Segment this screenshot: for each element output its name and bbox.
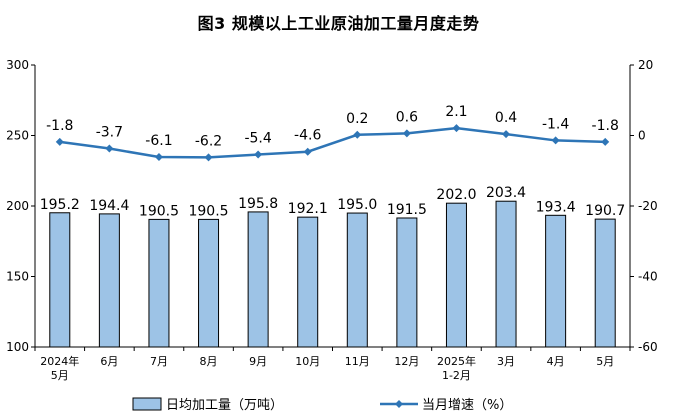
x-category-label: 6月 bbox=[100, 355, 118, 368]
bar bbox=[98, 213, 120, 348]
right-tick-label: -60 bbox=[638, 340, 658, 354]
bar-value-label: 192.1 bbox=[288, 201, 328, 217]
left-tick-label: 100 bbox=[6, 340, 29, 354]
bar bbox=[198, 218, 220, 348]
bar bbox=[396, 217, 418, 348]
bar-value-label: 203.4 bbox=[486, 185, 526, 201]
growth-point bbox=[353, 130, 362, 139]
bar bbox=[445, 202, 467, 348]
growth-point bbox=[402, 129, 411, 138]
bar-value-label: 202.0 bbox=[436, 187, 476, 203]
x-category-label: 5月 bbox=[596, 355, 614, 368]
growth-value-label: -6.2 bbox=[195, 133, 222, 149]
bar-value-label: 193.4 bbox=[536, 199, 576, 215]
growth-point bbox=[55, 137, 64, 146]
growth-point bbox=[303, 147, 312, 156]
bar bbox=[297, 216, 319, 348]
growth-value-label: -4.6 bbox=[294, 128, 321, 144]
right-tick-label: -20 bbox=[638, 199, 658, 213]
growth-value-label: 2.1 bbox=[445, 104, 467, 120]
growth-point bbox=[502, 130, 511, 139]
x-category-label: 2024年 bbox=[40, 354, 79, 368]
chart-title: 图3 规模以上工业原油加工量月度走势 bbox=[197, 14, 480, 33]
bar-value-label: 190.5 bbox=[139, 203, 179, 219]
x-category-label: 1-2月 bbox=[442, 369, 471, 382]
bar bbox=[545, 214, 567, 348]
left-tick-label: 250 bbox=[6, 129, 29, 143]
left-tick-label: 150 bbox=[6, 270, 29, 284]
bar-value-label: 195.8 bbox=[238, 196, 278, 212]
growth-value-label: -3.7 bbox=[96, 125, 123, 141]
growth-point bbox=[551, 136, 560, 145]
growth-value-label: 0.6 bbox=[396, 109, 418, 125]
legend-line-marker bbox=[395, 400, 403, 408]
x-category-label: 5月 bbox=[51, 369, 69, 382]
bar-value-label: 195.0 bbox=[337, 197, 377, 213]
x-category-label: 11月 bbox=[345, 355, 370, 368]
growth-value-label: 0.4 bbox=[495, 110, 517, 126]
right-tick-label: 20 bbox=[638, 58, 653, 72]
x-category-label: 8月 bbox=[200, 355, 218, 368]
right-tick-label: -40 bbox=[638, 270, 658, 284]
legend-bar-label: 日均加工量（万吨） bbox=[166, 398, 283, 413]
left-tick-label: 300 bbox=[6, 58, 29, 72]
left-tick-label: 200 bbox=[6, 199, 29, 213]
growth-value-label: -1.8 bbox=[592, 118, 619, 134]
bar-value-label: 195.2 bbox=[40, 197, 80, 213]
x-category-label: 7月 bbox=[150, 355, 168, 368]
bar bbox=[49, 212, 71, 348]
x-category-label: 12月 bbox=[394, 355, 419, 368]
growth-point bbox=[452, 124, 461, 133]
bar bbox=[148, 218, 170, 348]
growth-point bbox=[154, 153, 163, 162]
growth-point bbox=[601, 137, 610, 146]
bar-value-label: 190.7 bbox=[585, 203, 625, 219]
growth-point bbox=[204, 153, 213, 162]
x-category-label: 9月 bbox=[249, 355, 267, 368]
legend-bar-swatch bbox=[132, 397, 162, 411]
bar-value-label: 190.5 bbox=[188, 203, 228, 219]
bar-value-label: 194.4 bbox=[89, 198, 129, 214]
bar-value-label: 191.5 bbox=[387, 202, 427, 218]
right-tick-label: 0 bbox=[638, 129, 646, 143]
legend-line-label: 当月增速（%） bbox=[422, 398, 512, 413]
growth-value-label: 0.2 bbox=[346, 111, 368, 127]
growth-point bbox=[254, 150, 263, 159]
growth-point bbox=[105, 144, 114, 153]
bar bbox=[247, 211, 269, 348]
growth-value-label: -5.4 bbox=[244, 131, 271, 147]
x-category-label: 10月 bbox=[295, 355, 320, 368]
growth-line bbox=[59, 126, 606, 159]
bar bbox=[495, 200, 517, 348]
x-category-label: 4月 bbox=[547, 355, 565, 368]
bar bbox=[594, 218, 616, 348]
growth-value-label: -1.8 bbox=[46, 118, 73, 134]
growth-value-label: -6.1 bbox=[145, 133, 172, 149]
x-category-label: 3月 bbox=[497, 355, 515, 368]
bar bbox=[346, 212, 368, 348]
x-category-label: 2025年 bbox=[437, 354, 476, 368]
growth-value-label: -1.4 bbox=[542, 116, 569, 132]
